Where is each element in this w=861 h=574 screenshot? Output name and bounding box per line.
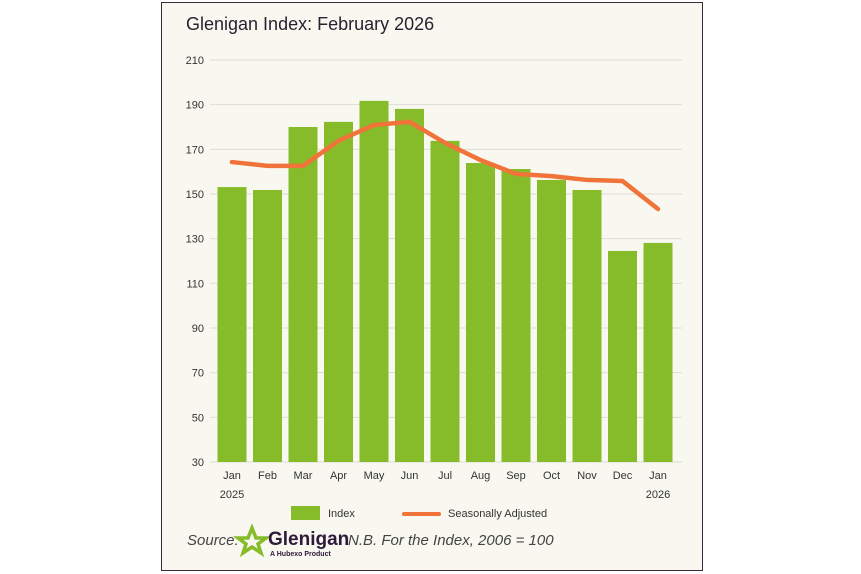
bar-index <box>537 179 566 462</box>
chart-title: Glenigan Index: February 2026 <box>186 14 435 34</box>
x-tick-label: Apr <box>330 470 347 482</box>
glenigan-logo: Glenigan <box>268 529 350 550</box>
y-tick-label: 130 <box>186 234 204 246</box>
bar-index <box>608 250 637 462</box>
x-tick-label: Jun <box>401 470 419 482</box>
source-label: Source: <box>187 532 239 549</box>
y-tick-label: 30 <box>192 457 204 469</box>
x-tick-label: Jan <box>649 470 667 482</box>
x-tick-label: Mar <box>294 470 313 482</box>
bar-index <box>324 121 353 462</box>
x-tick-label: Feb <box>258 470 277 482</box>
index-note: N.B. For the Index, 2006 = 100 <box>348 532 554 549</box>
x-tick-label: Dec <box>613 470 633 482</box>
logo-subtitle: A Hubexo Product <box>270 551 331 558</box>
x-tick-label: May <box>364 470 385 482</box>
x-tick-label: Jan <box>223 470 241 482</box>
x-tick-label: Jul <box>438 470 452 482</box>
legend-index-label: Index <box>328 508 355 520</box>
x-tick-label: Aug <box>471 470 491 482</box>
bar-index <box>359 100 389 463</box>
y-tick-label: 210 <box>186 55 204 67</box>
y-tick-label: 150 <box>186 189 204 201</box>
line-seasonally-adjusted <box>229 119 661 212</box>
x-tick-label: Oct <box>543 470 560 482</box>
bar-index <box>253 189 282 463</box>
y-tick-label: 110 <box>186 278 204 290</box>
bar-index <box>288 127 318 462</box>
y-tick-label: 70 <box>192 368 204 380</box>
x-year-label: 2025 <box>220 489 244 501</box>
bar-index <box>430 140 460 462</box>
x-tick-label: Sep <box>506 470 526 482</box>
legend-seasonally-adjusted-label: Seasonally Adjusted <box>448 508 548 520</box>
x-tick-label: Nov <box>577 470 597 482</box>
y-tick-label: 170 <box>186 144 204 156</box>
y-tick-label: 50 <box>192 412 204 424</box>
bar-index <box>217 187 247 462</box>
bar-index <box>572 189 602 463</box>
bar-index <box>466 162 495 462</box>
bar-index <box>501 168 531 462</box>
legend-index-swatch <box>291 506 320 520</box>
y-tick-label: 190 <box>186 100 204 112</box>
bar-index <box>643 242 673 462</box>
y-tick-label: 90 <box>192 323 204 335</box>
x-year-label: 2026 <box>646 489 670 501</box>
bar-index <box>395 108 424 462</box>
